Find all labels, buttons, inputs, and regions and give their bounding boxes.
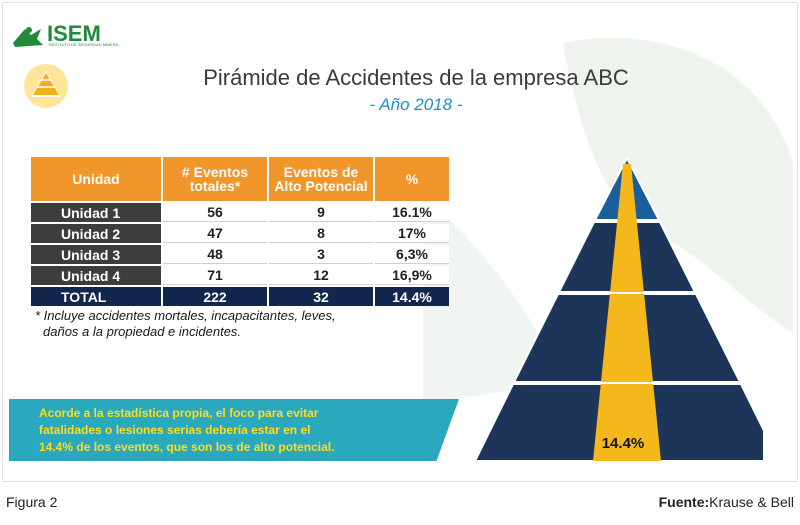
cell-unit: Unidad 1	[31, 203, 161, 222]
cell-total-events: 222	[163, 287, 267, 306]
slide-title: Pirámide de Accidentes de la empresa ABC	[203, 65, 629, 90]
header-unidad: Unidad	[31, 157, 161, 201]
callout-banner	[9, 399, 459, 461]
cell-total-events: 71	[163, 266, 267, 285]
footnote-line-2: daños a la propiedad e incidentes.	[43, 324, 242, 339]
footnote-line-1: * Incluye accidentes mortales, incapacit…	[35, 308, 336, 323]
cell-high-potential: 8	[269, 224, 373, 243]
table-header-row: Unidad # Eventos totales* Eventos de Alt…	[31, 157, 449, 201]
accident-pyramid	[473, 158, 763, 462]
cell-total-events: 56	[163, 203, 267, 222]
pyramid-highlight-band	[593, 164, 661, 461]
figure-label: Figura 2	[6, 494, 58, 510]
header-percent: %	[375, 157, 449, 201]
pyramid-percent-label: 14.4%	[601, 435, 645, 452]
accidents-table: Unidad # Eventos totales* Eventos de Alt…	[29, 155, 451, 308]
cell-unit: Unidad 2	[31, 224, 161, 243]
callout-line-3: 14.4% de los eventos, que son los de alt…	[39, 440, 335, 454]
cell-total-events: 48	[163, 245, 267, 264]
table-row: Unidad 1 56 9 16.1%	[31, 203, 449, 222]
slide-subtitle: - Año 2018 -	[369, 95, 463, 114]
pyramid-badge-icon	[24, 64, 68, 108]
header-alto-potencial: Eventos de Alto Potencial	[269, 157, 373, 201]
cell-total-high-potential: 32	[269, 287, 373, 306]
cell-unit: Unidad 3	[31, 245, 161, 264]
cell-high-potential: 9	[269, 203, 373, 222]
logo-text: ISEM	[47, 21, 101, 46]
table-row: Unidad 4 71 12 16,9%	[31, 266, 449, 285]
source-credit: Fuente:Krause & Bell	[659, 494, 794, 510]
logo-figure-icon	[13, 27, 43, 47]
table-total-row: TOTAL 222 32 14.4%	[31, 287, 449, 306]
background-watermark	[423, 38, 793, 403]
header-eventos-totales: # Eventos totales*	[163, 157, 267, 201]
source-label: Fuente:	[658, 494, 710, 510]
cell-high-potential: 3	[269, 245, 373, 264]
logo-subtitle: INSTITUTO DE SEGURIDAD MINERA	[49, 42, 119, 47]
table-footnote: * Incluye accidentes mortales, incapacit…	[35, 308, 375, 340]
table-row: Unidad 2 47 8 17%	[31, 224, 449, 243]
cell-percent: 17%	[375, 224, 449, 243]
cell-percent: 16.1%	[375, 203, 449, 222]
isem-logo: ISEM INSTITUTO DE SEGURIDAD MINERA	[11, 21, 141, 51]
cell-total-events: 47	[163, 224, 267, 243]
cell-high-potential: 12	[269, 266, 373, 285]
source-value: Krause & Bell	[709, 494, 794, 510]
cell-total-percent: 14.4%	[375, 287, 449, 306]
cell-percent: 6,3%	[375, 245, 449, 264]
cell-percent: 16,9%	[375, 266, 449, 285]
slide: ISEM INSTITUTO DE SEGURIDAD MINERA Pirám…	[2, 2, 798, 482]
callout-line-2: fatalidades o lesiones serias debería es…	[39, 423, 311, 437]
callout-text: Acorde a la estadística propia, el foco …	[39, 405, 439, 456]
table-row: Unidad 3 48 3 6,3%	[31, 245, 449, 264]
cell-unit: Unidad 4	[31, 266, 161, 285]
cell-total-label: TOTAL	[31, 287, 161, 306]
callout-line-1: Acorde a la estadística propia, el foco …	[39, 406, 319, 420]
